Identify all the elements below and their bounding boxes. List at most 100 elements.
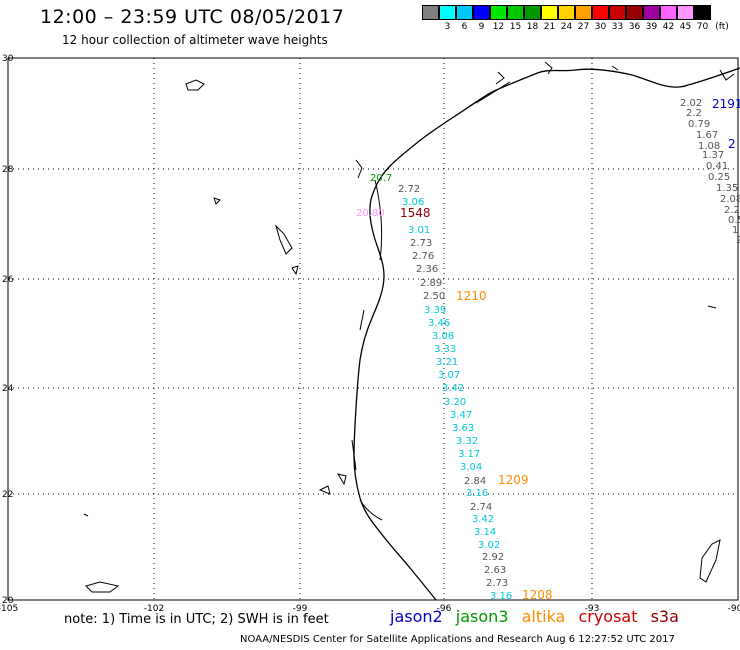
gray-reading: 1	[732, 225, 738, 236]
chart-title: 12:00 – 23:59 UTC 08/05/2017	[40, 6, 345, 28]
gray-reading: 2.2	[686, 108, 702, 119]
longitude-tick: -102	[144, 604, 164, 614]
legend-jason3: jason3	[455, 607, 509, 626]
color-scale-label: 12	[492, 22, 505, 32]
gray-reading: 2.50	[423, 291, 445, 302]
pass-label: 1548	[400, 206, 431, 220]
cyan-reading: 3.16	[490, 591, 512, 602]
longitude-tick: -90	[728, 604, 740, 614]
cyan-reading: 3.14	[474, 527, 496, 538]
gray-reading: 2.73	[486, 578, 508, 589]
latitude-tick: 24	[2, 384, 14, 394]
color-scale-label: 24	[560, 22, 573, 32]
color-swatch	[473, 5, 490, 20]
cyan-wave-readings: 3.06 3.01 3.39 3.46 3.08 3.33 3.21 3.07 3.42 3.20…	[402, 197, 512, 602]
gray-reading: 0.25	[708, 172, 730, 183]
latitude-tick: 26	[2, 275, 14, 285]
gray-reading: 2.76	[412, 251, 434, 262]
gray-reading: 2.92	[482, 552, 504, 563]
latitude-tick: 30	[2, 54, 14, 64]
color-scale-labels: 3 6 9 12 15 18 21 24 27 30 33 36 39 42 45 70 (ft)	[422, 22, 733, 32]
pass-number-labels: 1548 1210 1209 1208 2191 2	[400, 97, 740, 602]
grid-lines	[8, 58, 738, 600]
color-scale-label: 42	[662, 22, 675, 32]
color-scale-label: 70	[696, 22, 709, 32]
color-swatch	[439, 5, 456, 20]
color-swatch	[422, 5, 439, 20]
misc-readings: 20.7 20.80	[356, 173, 392, 219]
gray-reading: 2.08	[720, 194, 740, 205]
misc-reading: 20.80	[356, 208, 385, 219]
cyan-reading: 3.06	[402, 197, 424, 208]
longitude-tick: -105	[0, 604, 18, 614]
latitude-tick: 28	[2, 165, 14, 175]
color-scale-label: 27	[577, 22, 590, 32]
gray-reading: 0.5	[728, 215, 740, 226]
color-scale-label: 9	[478, 22, 485, 32]
cyan-reading: 3.42	[472, 514, 494, 525]
cyan-reading: 3.42	[442, 383, 464, 394]
color-scale-label: 18	[526, 22, 539, 32]
longitude-tick: -96	[437, 604, 452, 614]
cyan-reading: 3.21	[436, 357, 458, 368]
legend-cryosat: cryosat	[578, 607, 638, 626]
map-frame	[7, 57, 739, 601]
color-scale	[422, 5, 711, 20]
longitude-tick-labels: -105 -102 -99 -96 -93 -90	[0, 604, 740, 614]
cyan-reading: 3.47	[450, 410, 472, 421]
color-swatch	[541, 5, 558, 20]
gray-reading: 2.72	[398, 184, 420, 195]
cyan-reading: 3.01	[408, 225, 430, 236]
coastline	[353, 67, 740, 601]
cyan-reading: 3.04	[460, 462, 482, 473]
color-scale-label: 36	[628, 22, 641, 32]
color-scale-label: 45	[679, 22, 692, 32]
color-scale-label: 3	[444, 22, 451, 32]
cyan-reading: 3.32	[456, 436, 478, 447]
cyan-reading: 3.08	[432, 331, 454, 342]
misc-reading: 20.7	[370, 173, 392, 184]
note-text: note: 1) Time is in UTC; 2) SWH is in fe…	[64, 612, 329, 627]
cyan-reading: 3.63	[452, 423, 474, 434]
gray-reading: 2.73	[410, 238, 432, 249]
color-swatch	[643, 5, 660, 20]
longitude-tick: -99	[293, 604, 308, 614]
gray-reading: 2.2	[724, 205, 740, 216]
gray-reading: 2.36	[416, 264, 438, 275]
gray-reading: 2.89	[420, 278, 442, 289]
color-swatch	[677, 5, 694, 20]
pass-label: 1209	[498, 473, 529, 487]
cyan-reading: 3.07	[438, 370, 460, 381]
color-scale-label: (ft)	[715, 22, 729, 32]
gray-reading: 1.35	[716, 183, 738, 194]
color-swatch	[507, 5, 524, 20]
pass-label: 2191	[712, 97, 740, 111]
color-scale-label: 21	[543, 22, 556, 32]
color-scale-label: 15	[509, 22, 522, 32]
footer-credit: NOAA/NESDIS Center for Satellite Applica…	[240, 634, 675, 645]
coastline-detail	[351, 61, 735, 521]
cyan-reading: 3.39	[424, 305, 446, 316]
cyan-reading: 3.17	[458, 449, 480, 460]
color-swatch	[456, 5, 473, 20]
pass-label: 1210	[456, 289, 487, 303]
gray-reading: 2.02	[680, 98, 702, 109]
color-scale-label: 30	[594, 22, 607, 32]
gray-reading: 2.74	[470, 502, 492, 513]
gray-reading: 1.67	[696, 130, 718, 141]
pass-label: 1208	[522, 588, 553, 602]
color-swatch	[575, 5, 592, 20]
color-scale-label: 39	[645, 22, 658, 32]
gray-reading: 1.37	[702, 150, 724, 161]
color-scale-label: 6	[461, 22, 468, 32]
chart-subtitle: 12 hour collection of altimeter wave hei…	[62, 33, 328, 47]
pass-label: 2	[728, 137, 736, 151]
latitude-tick: 22	[2, 490, 13, 500]
gray-reading: 2.63	[484, 565, 506, 576]
color-swatch	[660, 5, 677, 20]
color-scale-label: 33	[611, 22, 624, 32]
gray-reading: 0.41	[706, 161, 728, 172]
cyan-reading: 3.16	[466, 488, 488, 499]
cyan-reading: 3.02	[478, 540, 500, 551]
